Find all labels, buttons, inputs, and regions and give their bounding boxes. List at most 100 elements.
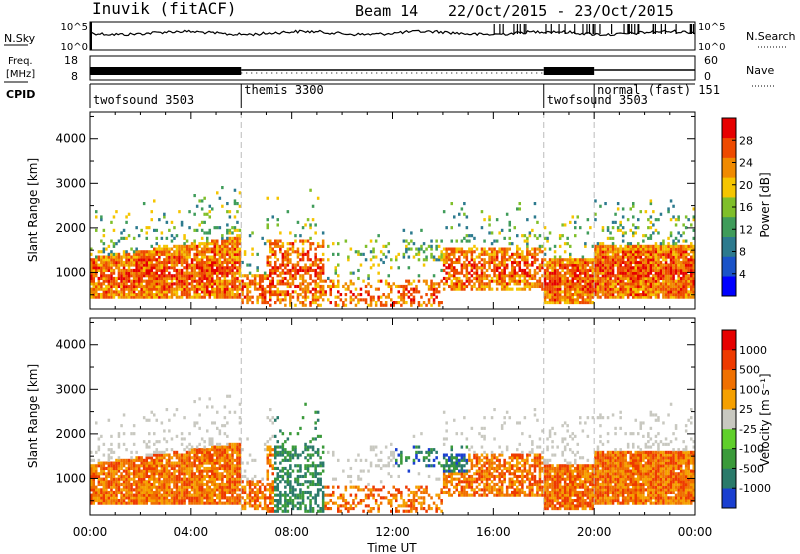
echo-cell <box>90 276 93 281</box>
echo-cell <box>236 258 239 262</box>
echo-cell <box>626 274 630 278</box>
echo-cell <box>309 266 312 270</box>
echo-cell <box>367 290 370 294</box>
echo-cell <box>175 274 179 278</box>
echo-cell <box>511 268 514 273</box>
echo-cell <box>165 496 169 500</box>
echo-cell <box>639 282 643 286</box>
echo-cell <box>337 290 340 294</box>
echo-cell <box>629 207 633 211</box>
echo-cell <box>228 501 232 505</box>
echo-cell <box>175 480 179 484</box>
echo-cell <box>206 279 209 283</box>
echo-cell <box>684 255 688 259</box>
echo-cell <box>551 301 554 305</box>
echo-cell <box>626 247 630 251</box>
echo-cell <box>153 450 156 454</box>
echo-cell <box>170 290 174 294</box>
echo-cell <box>362 252 365 256</box>
echo-cell <box>150 284 154 289</box>
echo-cell <box>576 258 580 262</box>
echo-cell <box>284 276 287 281</box>
echo-cell <box>579 301 582 305</box>
echo-cell <box>284 271 287 275</box>
echo-cell <box>647 284 650 289</box>
echo-cell <box>97 472 101 476</box>
echo-cell <box>561 276 564 281</box>
echo-cell <box>483 252 486 256</box>
echo-cell <box>120 499 123 503</box>
echo-cell <box>669 252 673 256</box>
echo-cell <box>621 252 625 256</box>
echo-cell <box>621 284 625 289</box>
echo-cell <box>642 247 645 251</box>
echo-cell <box>604 282 607 286</box>
echo-cell <box>511 279 514 283</box>
echo-cell <box>629 293 633 297</box>
echo-cell <box>100 268 103 273</box>
echo-cell <box>538 282 542 286</box>
echo-cell <box>213 461 217 465</box>
echo-cell <box>158 440 161 444</box>
echo-cell <box>369 266 373 270</box>
echo-cell <box>175 477 179 481</box>
echo-cell <box>130 488 133 492</box>
echo-cell <box>125 284 128 289</box>
echo-cell <box>178 276 181 281</box>
echo-cell <box>327 258 330 262</box>
nsearch-bottom-tick: 10^0 <box>698 42 725 53</box>
echo-cell <box>246 282 249 286</box>
echo-cell <box>483 247 486 251</box>
echo-cell <box>435 290 438 294</box>
echo-cell <box>142 263 146 267</box>
echo-cell <box>410 298 413 302</box>
echo-cell <box>639 295 643 299</box>
echo-cell <box>304 239 307 243</box>
echo-cell <box>153 477 156 481</box>
echo-cell <box>231 477 234 481</box>
colorbar-swatch <box>722 118 736 139</box>
echo-cell <box>437 282 441 286</box>
echo-cell <box>193 228 196 232</box>
echo-cell <box>609 279 612 283</box>
echo-cell <box>609 244 612 248</box>
echo-cell <box>690 268 693 273</box>
echo-cell <box>569 244 572 248</box>
echo-cell <box>125 282 128 286</box>
echo-cell <box>669 244 673 248</box>
echo-cell <box>606 293 610 297</box>
echo-cell <box>445 260 448 265</box>
echo-cell <box>659 263 663 267</box>
echo-cell <box>291 244 295 248</box>
echo-cell <box>405 239 408 243</box>
echo-cell <box>208 255 212 259</box>
echo-cell <box>246 301 249 305</box>
echo-cell <box>503 284 506 289</box>
echo-cell <box>674 295 678 299</box>
echo-cell <box>621 271 625 275</box>
echo-cell <box>170 295 174 299</box>
echo-cell <box>596 274 600 278</box>
echo-cell <box>654 263 658 267</box>
echo-cell <box>145 461 149 465</box>
echo-cell <box>135 493 138 497</box>
echo-cell <box>470 263 474 267</box>
echo-cell <box>135 501 138 505</box>
echo-cell <box>178 458 181 462</box>
echo-cell <box>107 469 111 473</box>
echo-cell <box>155 284 159 289</box>
echo-cell <box>195 290 199 294</box>
echo-cell <box>574 284 577 289</box>
echo-cell <box>158 287 161 291</box>
echo-cell <box>596 258 600 262</box>
echo-cell <box>208 231 212 235</box>
echo-cell <box>183 458 186 462</box>
colorbar-tick-label: 12 <box>739 223 753 236</box>
echo-cell <box>148 461 151 465</box>
echo-cell <box>397 295 401 299</box>
echo-cell <box>475 287 479 291</box>
echo-cell <box>526 255 529 259</box>
echo-cell <box>155 263 159 267</box>
echo-cell <box>591 263 595 267</box>
echo-cell <box>591 244 595 248</box>
